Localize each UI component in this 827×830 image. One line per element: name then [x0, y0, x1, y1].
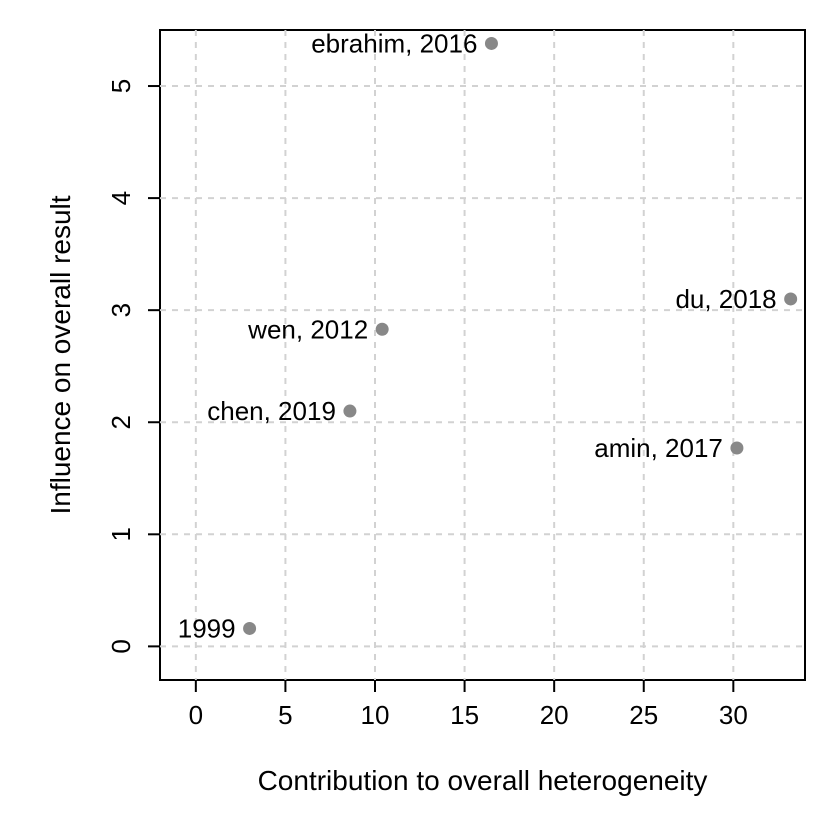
data-point: [485, 37, 498, 50]
data-point-label: chen, 2019: [207, 396, 336, 426]
scatter-chart: 0 5 10 15 20 25 30 0 1 2 3 4 5 Contribution to overal…: [0, 0, 827, 830]
chart-background: [0, 0, 827, 830]
y-tick-label: 3: [106, 303, 136, 317]
x-tick-label: 25: [629, 700, 658, 730]
x-tick-label: 0: [189, 700, 203, 730]
y-tick-label: 5: [106, 79, 136, 93]
data-point: [730, 442, 743, 455]
x-axis-label: Contribution to overall heterogeneity: [258, 765, 708, 796]
data-point: [243, 622, 256, 635]
data-point-label: wen, 2012: [247, 314, 368, 344]
x-tick-label: 15: [450, 700, 479, 730]
data-point: [784, 292, 797, 305]
data-point: [376, 323, 389, 336]
y-tick-label: 1: [106, 527, 136, 541]
x-tick-label: 30: [719, 700, 748, 730]
data-point-label: amin, 2017: [594, 433, 723, 463]
y-axis-label: Influence on overall result: [45, 195, 76, 514]
data-point-label: du, 2018: [675, 284, 776, 314]
y-tick-label: 0: [106, 639, 136, 653]
y-tick-label: 4: [106, 191, 136, 205]
data-point: [343, 405, 356, 418]
x-tick-label: 10: [361, 700, 390, 730]
x-tick-label: 5: [278, 700, 292, 730]
y-tick-label: 2: [106, 415, 136, 429]
x-tick-label: 20: [540, 700, 569, 730]
data-point-label: ebrahim, 2016: [311, 29, 477, 59]
chart-svg: 0 5 10 15 20 25 30 0 1 2 3 4 5 Contribution to overal…: [0, 0, 827, 830]
data-point-label: 1999: [178, 614, 236, 644]
